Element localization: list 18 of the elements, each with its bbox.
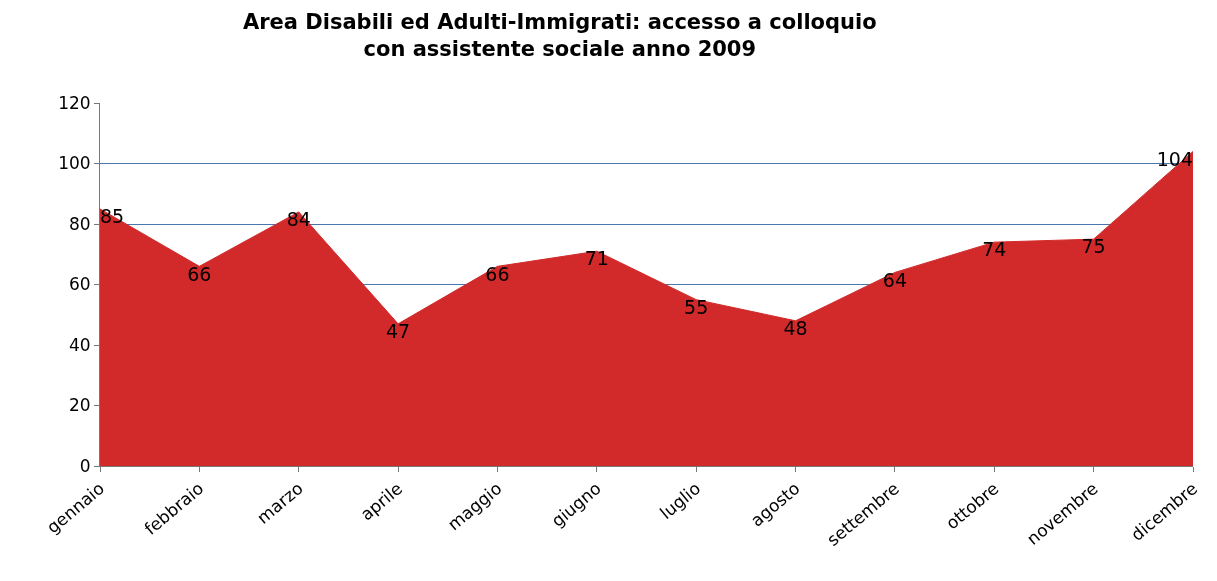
data-label: 47 (386, 320, 411, 343)
data-label: 66 (485, 262, 510, 285)
data-label: 64 (882, 268, 907, 291)
data-label: 75 (1081, 235, 1106, 258)
y-tick-label: 20 (68, 395, 91, 416)
y-tick-label: 60 (68, 274, 91, 295)
y-tick-label: 80 (68, 213, 91, 234)
chart-title: Area Disabili ed Adulti-Immigrati: accesso a colloquio con assistente sociale anno 2009 (242, 10, 877, 62)
data-label: 66 (187, 262, 212, 285)
y-tick-label: 120 (58, 92, 91, 113)
y-tick-label: 40 (68, 334, 91, 355)
data-label: 74 (982, 238, 1007, 261)
data-label: 71 (584, 247, 609, 270)
data-label: 48 (783, 317, 808, 340)
data-label: 55 (684, 295, 709, 318)
y-tick-label: 100 (58, 153, 91, 174)
y-tick-label: 0 (79, 455, 91, 476)
data-label: 84 (286, 208, 311, 231)
